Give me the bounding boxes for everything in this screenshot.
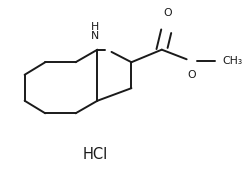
Text: CH₃: CH₃ (222, 56, 242, 66)
Text: H
N: H N (91, 22, 100, 41)
Text: HCl: HCl (82, 147, 108, 162)
Text: O: O (188, 70, 196, 80)
Text: O: O (164, 8, 172, 18)
